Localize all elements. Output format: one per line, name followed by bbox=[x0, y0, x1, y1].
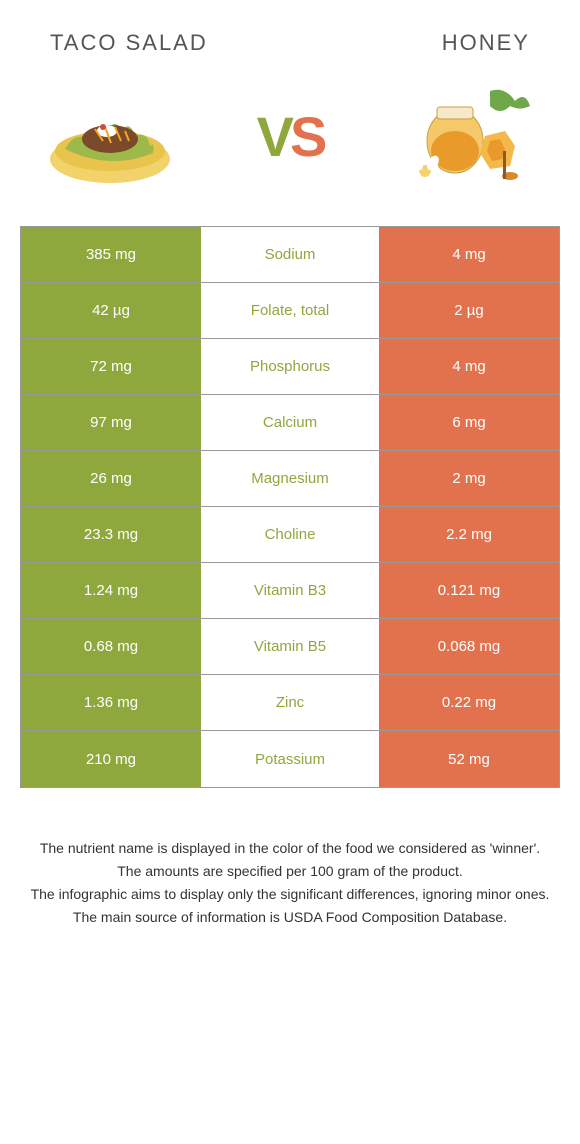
left-value: 1.36 mg bbox=[21, 675, 201, 730]
footer-line-1: The nutrient name is displayed in the co… bbox=[30, 838, 550, 859]
header: TACO SALAD HONEY bbox=[0, 0, 580, 66]
nutrient-label: Folate, total bbox=[201, 283, 379, 338]
right-value: 0.121 mg bbox=[379, 563, 559, 618]
honey-image bbox=[390, 76, 550, 196]
footer-line-2: The amounts are specified per 100 gram o… bbox=[30, 861, 550, 882]
right-value: 4 mg bbox=[379, 339, 559, 394]
left-food-title: TACO SALAD bbox=[50, 30, 208, 56]
left-value: 23.3 mg bbox=[21, 507, 201, 562]
table-row: 72 mgPhosphorus4 mg bbox=[21, 339, 559, 395]
nutrient-label: Calcium bbox=[201, 395, 379, 450]
right-value: 2.2 mg bbox=[379, 507, 559, 562]
table-row: 385 mgSodium4 mg bbox=[21, 227, 559, 283]
footer-line-4: The main source of information is USDA F… bbox=[30, 907, 550, 928]
nutrient-label: Vitamin B3 bbox=[201, 563, 379, 618]
left-value: 0.68 mg bbox=[21, 619, 201, 674]
right-value: 2 µg bbox=[379, 283, 559, 338]
right-value: 52 mg bbox=[379, 731, 559, 787]
nutrient-label: Phosphorus bbox=[201, 339, 379, 394]
right-food-title: HONEY bbox=[442, 30, 530, 56]
table-row: 42 µgFolate, total2 µg bbox=[21, 283, 559, 339]
left-value: 1.24 mg bbox=[21, 563, 201, 618]
left-value: 42 µg bbox=[21, 283, 201, 338]
right-value: 2 mg bbox=[379, 451, 559, 506]
left-value: 72 mg bbox=[21, 339, 201, 394]
nutrient-label: Potassium bbox=[201, 731, 379, 787]
table-row: 26 mgMagnesium2 mg bbox=[21, 451, 559, 507]
footer-notes: The nutrient name is displayed in the co… bbox=[0, 788, 580, 950]
table-row: 23.3 mgCholine2.2 mg bbox=[21, 507, 559, 563]
vs-label: VS bbox=[257, 104, 324, 169]
left-value: 97 mg bbox=[21, 395, 201, 450]
vs-s: S bbox=[290, 105, 323, 168]
left-value: 210 mg bbox=[21, 731, 201, 787]
nutrient-label: Magnesium bbox=[201, 451, 379, 506]
table-row: 97 mgCalcium6 mg bbox=[21, 395, 559, 451]
right-value: 0.22 mg bbox=[379, 675, 559, 730]
footer-line-3: The infographic aims to display only the… bbox=[30, 884, 550, 905]
left-value: 385 mg bbox=[21, 227, 201, 282]
vs-v: V bbox=[257, 105, 290, 168]
nutrient-label: Vitamin B5 bbox=[201, 619, 379, 674]
nutrient-label: Choline bbox=[201, 507, 379, 562]
table-row: 1.24 mgVitamin B30.121 mg bbox=[21, 563, 559, 619]
right-value: 6 mg bbox=[379, 395, 559, 450]
right-value: 4 mg bbox=[379, 227, 559, 282]
vs-row: VS bbox=[0, 66, 580, 226]
nutrient-label: Sodium bbox=[201, 227, 379, 282]
taco-salad-image bbox=[30, 76, 190, 196]
table-row: 0.68 mgVitamin B50.068 mg bbox=[21, 619, 559, 675]
left-value: 26 mg bbox=[21, 451, 201, 506]
table-row: 1.36 mgZinc0.22 mg bbox=[21, 675, 559, 731]
nutrient-table: 385 mgSodium4 mg42 µgFolate, total2 µg72… bbox=[20, 226, 560, 788]
nutrient-label: Zinc bbox=[201, 675, 379, 730]
right-value: 0.068 mg bbox=[379, 619, 559, 674]
table-row: 210 mgPotassium52 mg bbox=[21, 731, 559, 787]
